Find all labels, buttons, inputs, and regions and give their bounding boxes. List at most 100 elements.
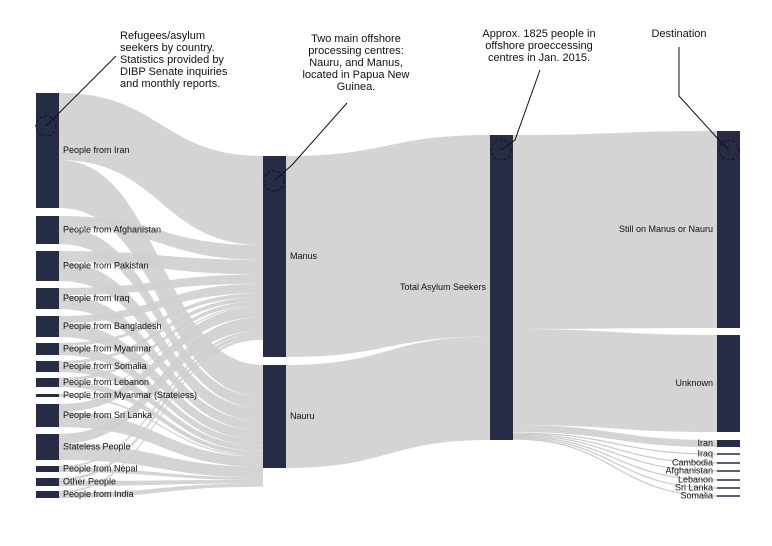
node-d_srilanka[interactable] [717, 487, 740, 489]
annotation-text-total-1: offshore proeccessing [485, 40, 592, 52]
label-afghanistan: People from Afghanistan [63, 224, 161, 234]
annotation-line-centres [273, 102, 348, 182]
node-stateless[interactable] [36, 434, 59, 460]
link-lebanon-nauru [59, 381, 263, 456]
label-somalia: People from Somalia [63, 361, 147, 371]
annotation-circle-countries [35, 115, 57, 137]
node-afghanistan[interactable] [36, 216, 59, 244]
node-other[interactable] [36, 478, 59, 486]
label-other: Other People [63, 476, 116, 486]
link-other-nauru [59, 480, 263, 486]
node-d_cambodia[interactable] [717, 462, 740, 464]
link-total-d_lebanon [512, 436, 718, 481]
label-still: Still on Manus or Nauru [619, 224, 713, 234]
annotation-text-destination-0: Destination [651, 28, 706, 40]
annotation-text-centres-3: located in Papua New [302, 69, 409, 81]
link-total-d_iran [513, 425, 717, 447]
flow-links [59, 93, 718, 498]
link-iraq-manus [59, 274, 263, 295]
link-lebanon-manus [59, 301, 263, 381]
node-iraq[interactable] [36, 288, 59, 309]
link-iran-manus [59, 93, 263, 246]
label-d_srilanka: Sri Lanka [675, 482, 713, 492]
node-iran[interactable] [36, 93, 59, 208]
label-srilanka: People from Sri Lanka [63, 410, 152, 420]
annotation-circle-centres [263, 170, 285, 192]
annotation-destination: Destination [651, 28, 740, 161]
annotation-text-countries-1: seekers by country. [120, 42, 215, 54]
link-india-nauru [59, 483, 263, 498]
label-d_iran: Iran [697, 438, 713, 448]
label-lebanon: People from Lebanon [63, 377, 149, 387]
link-somalia-manus [59, 297, 263, 364]
node-labels: People from Iran People from Afghanistan P… [63, 145, 713, 501]
node-bangladesh[interactable] [36, 316, 59, 337]
node-nepal[interactable] [36, 466, 59, 472]
node-total[interactable] [490, 135, 513, 440]
node-d_iran[interactable] [717, 440, 740, 447]
node-myanmar_stateless[interactable] [36, 394, 59, 397]
node-d_iraq[interactable] [717, 453, 740, 455]
label-d_somalia: Somalia [680, 490, 713, 500]
link-myanmar-manus [59, 293, 263, 346]
annotation-text-countries-3: DIBP Senate inquiries [120, 66, 228, 78]
label-d_cambodia: Cambodia [672, 457, 713, 467]
annotation-line-countries [45, 55, 117, 127]
label-stateless: Stateless People [63, 441, 131, 451]
node-still[interactable] [717, 131, 740, 328]
link-nauru-total [286, 336, 490, 468]
link-afghanistan-nauru [59, 227, 263, 409]
label-iraq: People from Iraq [63, 293, 130, 303]
label-bangladesh: People from Bangladesh [63, 321, 162, 331]
link-total-d_somalia [512, 438, 718, 497]
node-manus[interactable] [263, 156, 286, 357]
node-d_somalia[interactable] [717, 495, 740, 497]
annotation-text-countries-2: Statistics provided by [120, 54, 224, 66]
node-somalia[interactable] [36, 361, 59, 372]
link-total-d_cambodia [512, 433, 718, 464]
link-india-manus [59, 337, 263, 493]
link-total-still [513, 131, 717, 329]
flow-nodes [36, 93, 740, 498]
link-myanmar-nauru [59, 346, 263, 446]
annotation-text-total-2: centres in Jan. 2015. [488, 52, 590, 64]
link-stateless-manus [59, 317, 263, 444]
node-unknown[interactable] [717, 335, 740, 432]
label-myanmar: People from Myanmar [63, 343, 152, 353]
node-myanmar[interactable] [36, 343, 59, 355]
link-total-d_srilanka [512, 437, 718, 489]
link-myanmar_stateless-manus [59, 305, 263, 395]
link-other-manus [59, 333, 263, 481]
link-manus-total [286, 135, 490, 357]
annotation-text-centres-4: Guinea. [337, 81, 376, 93]
link-myanmar_stateless-nauru [59, 395, 263, 457]
label-pakistan: People from Pakistan [63, 260, 149, 270]
node-lebanon[interactable] [36, 378, 59, 387]
label-india: People from India [63, 489, 134, 499]
label-unknown: Unknown [675, 378, 713, 388]
annotation-text-countries-0: Refugees/asylum [120, 30, 205, 42]
node-d_lebanon[interactable] [717, 479, 740, 481]
link-total-unknown [513, 329, 717, 432]
label-nauru: Nauru [290, 411, 315, 421]
annotation-text-centres-0: Two main offshore [311, 33, 401, 45]
annotation-text-total-0: Approx. 1825 people in [482, 28, 595, 40]
label-manus: Manus [290, 251, 318, 261]
node-srilanka[interactable] [36, 404, 59, 427]
label-nepal: People from Nepal [63, 463, 138, 473]
link-total-d_iraq [512, 432, 718, 455]
label-d_iraq: Iraq [697, 448, 713, 458]
node-d_afghanistan[interactable] [717, 470, 740, 472]
annotation-line-destination [678, 47, 730, 151]
node-india[interactable] [36, 491, 59, 498]
node-nauru[interactable] [263, 365, 286, 468]
node-pakistan[interactable] [36, 251, 59, 281]
label-myanmar_stateless: People from Myanmar (Stateless) [63, 390, 197, 400]
annotation-circle-total [490, 139, 512, 161]
label-total: Total Asylum Seekers [400, 282, 487, 292]
link-nepal-nauru [59, 468, 263, 481]
